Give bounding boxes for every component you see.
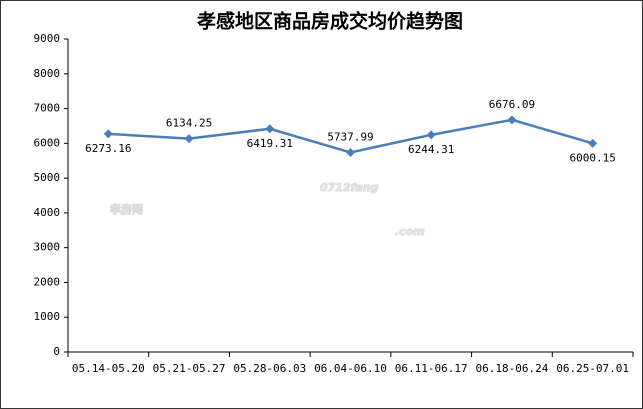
marker	[265, 124, 275, 134]
marker	[588, 138, 598, 148]
x-tick-label: 05.14-05.20	[72, 362, 145, 375]
y-tick-label: 0	[53, 345, 60, 358]
marker	[346, 147, 355, 157]
y-tick-label: 2000	[34, 275, 61, 288]
watermark: 0712fang	[320, 181, 379, 194]
marker	[426, 130, 436, 140]
marker	[507, 115, 517, 125]
x-tick-label: 06.25-07.01	[556, 362, 629, 375]
x-tick-label: 06.18-06.24	[475, 362, 548, 375]
marker	[103, 129, 113, 139]
data-label: 6273.16	[85, 142, 131, 155]
x-tick-label: 06.04-06.10	[314, 362, 387, 375]
watermark: 孝房网	[109, 202, 143, 216]
data-label: 6676.09	[489, 98, 535, 111]
chart-title: 孝感地区商品房成交均价趋势图	[197, 10, 463, 33]
data-label: 6419.31	[247, 137, 293, 150]
data-label: 6244.31	[408, 143, 454, 156]
y-tick-label: 1000	[34, 310, 61, 323]
y-tick-label: 3000	[34, 241, 61, 254]
y-tick-label: 8000	[34, 67, 61, 80]
data-label: 6000.15	[569, 151, 615, 164]
y-tick-label: 5000	[34, 171, 61, 184]
x-tick-label: 05.28-06.03	[233, 362, 306, 375]
data-label: 5737.99	[327, 130, 373, 143]
y-tick-label: 9000	[34, 32, 61, 45]
watermark: .com	[395, 225, 425, 238]
y-tick-label: 6000	[34, 136, 61, 149]
x-tick-label: 05.21-05.27	[153, 362, 226, 375]
marker	[184, 134, 194, 144]
x-tick-label: 06.11-06.17	[395, 362, 468, 375]
y-tick-label: 4000	[34, 206, 61, 219]
y-tick-label: 7000	[34, 102, 61, 115]
data-label: 6134.25	[166, 117, 212, 130]
